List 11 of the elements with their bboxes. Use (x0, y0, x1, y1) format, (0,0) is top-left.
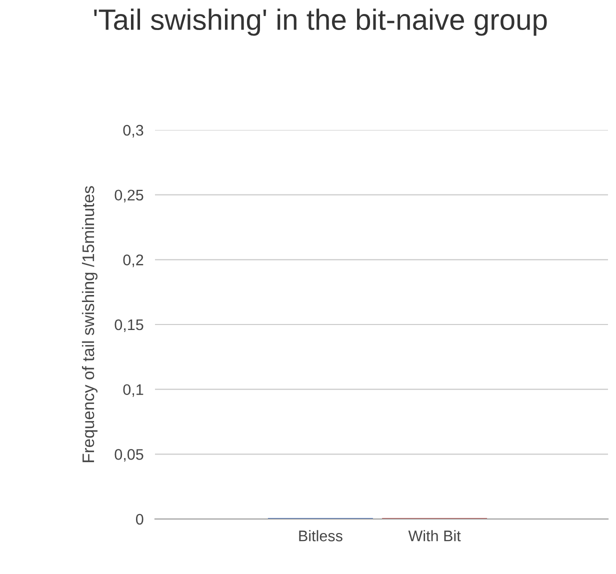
x-tick-label: Bitless (299, 530, 342, 542)
y-tick-label: 0,05 (114, 449, 144, 462)
y-tick-label: 0,25 (114, 190, 144, 202)
x-tick-label: With Bit (408, 530, 461, 542)
y-tick-label: 0 (136, 514, 144, 525)
y-tick-label: 0,2 (123, 254, 144, 268)
y-tick-label: 0,3 (123, 124, 144, 138)
y-tick-label: 0,15 (114, 319, 144, 332)
y-axis-title: Frequency of tail swishing /15minutes (82, 186, 98, 462)
chart-title: 'Tail swishing' in the bit-naive group (94, 8, 547, 36)
y-tick-label: 0,1 (123, 384, 144, 397)
